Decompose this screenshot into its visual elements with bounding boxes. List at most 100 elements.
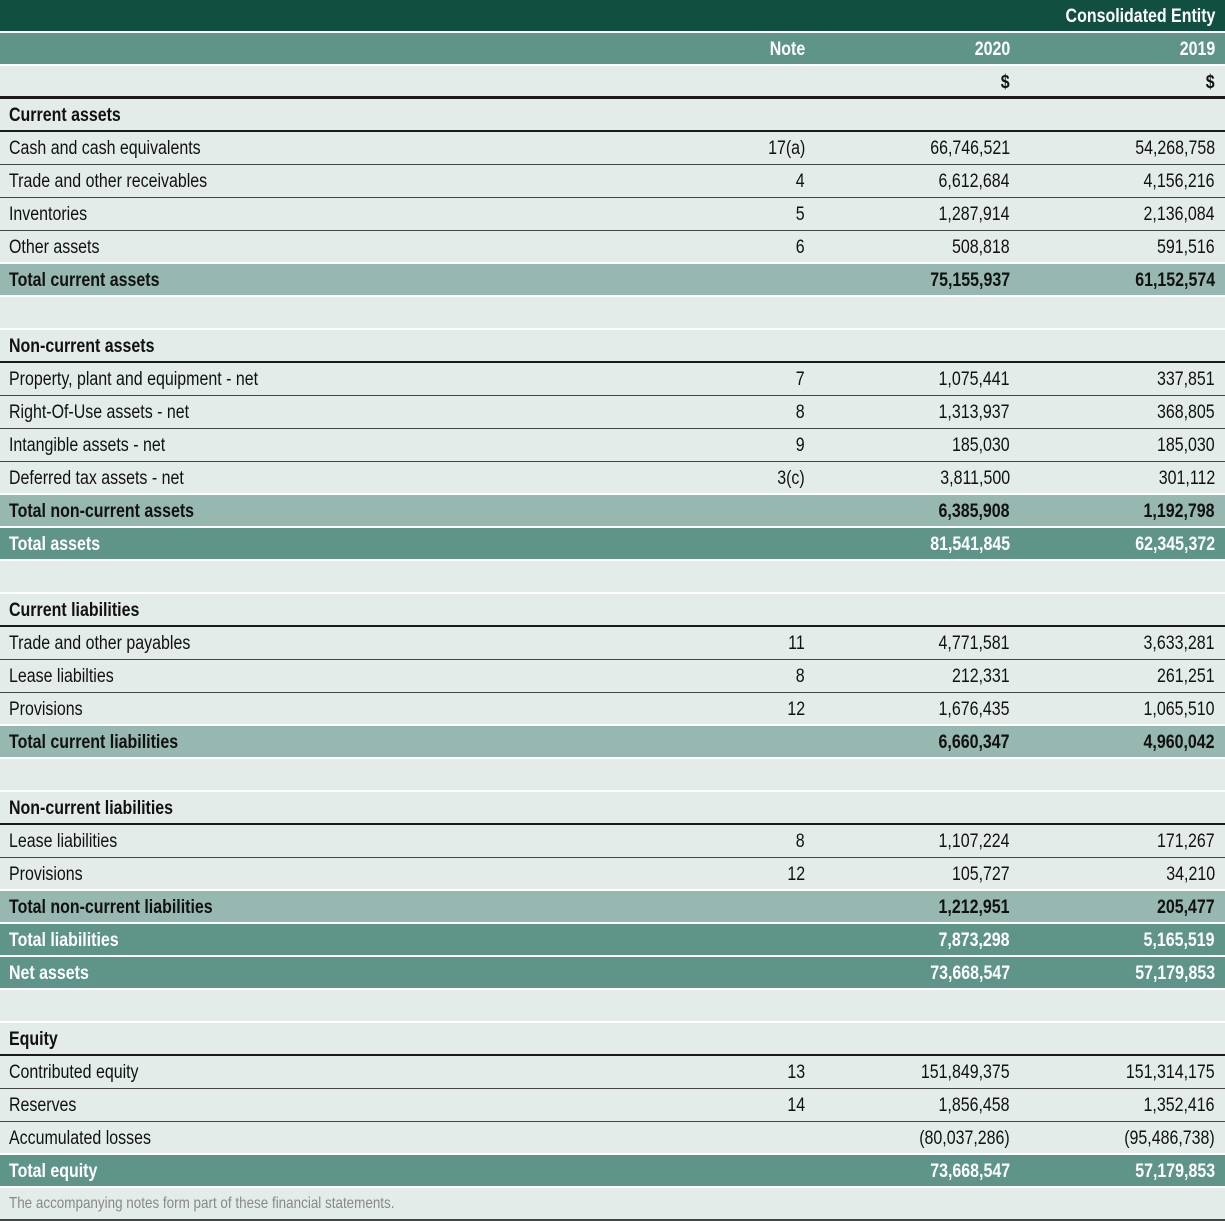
value-2020: 105,727	[952, 864, 1010, 885]
subtotal-row: Total non-current liabilities 1,212,951 20…	[0, 891, 1225, 924]
value-2020: 1,075,441	[938, 369, 1010, 390]
item-row: Lease liabilties 8 212,331 261,251	[0, 660, 1225, 693]
value-2020: 81,541,845	[930, 534, 1010, 555]
section-row: Non-current liabilities	[0, 792, 1225, 825]
value-2019: 368,805	[1157, 402, 1215, 423]
row-note: 17(a)	[767, 138, 805, 159]
item-row: Right-Of-Use assets - net 8 1,313,937 368,8…	[0, 396, 1225, 429]
subtotal-row: Total current assets 75,155,937 61,152,574	[0, 264, 1225, 297]
row-note: 6	[796, 237, 805, 258]
item-row: Intangible assets - net 9 185,030 185,030	[0, 429, 1225, 462]
footnote-row: The accompanying notes form part of thes…	[0, 1188, 1225, 1221]
value-2020: 151,849,375	[921, 1062, 1010, 1083]
value-2020: 75,155,937	[930, 270, 1010, 291]
row-note: 3(c)	[777, 468, 805, 489]
row-label: Deferred tax assets - net	[9, 468, 184, 489]
value-2019: 62,345,372	[1135, 534, 1215, 555]
section-row: Equity	[0, 1023, 1225, 1056]
subtotal-row: Total non-current assets 6,385,908 1,192,7…	[0, 495, 1225, 528]
column-header-row: Note 2020 2019	[0, 33, 1225, 66]
item-row: Reserves 14 1,856,458 1,352,416	[0, 1089, 1225, 1122]
item-row: Provisions 12 1,676,435 1,065,510	[0, 693, 1225, 726]
value-2019: 591,516	[1157, 237, 1215, 258]
value-2020: 6,385,908	[938, 501, 1010, 522]
value-2019: 57,179,853	[1135, 1161, 1215, 1182]
row-label: Total current liabilities	[9, 732, 179, 753]
value-2019: 4,156,216	[1143, 171, 1215, 192]
value-2020: (80,037,286)	[919, 1128, 1010, 1149]
row-label: Total liabilities	[9, 930, 119, 951]
item-row: Deferred tax assets - net 3(c) 3,811,500 30…	[0, 462, 1225, 495]
value-2019: 3,633,281	[1143, 633, 1215, 654]
total-row: Total assets 81,541,845 62,345,372	[0, 528, 1225, 561]
row-label: Trade and other receivables	[9, 171, 208, 192]
item-row: Cash and cash equivalents 17(a) 66,746,521…	[0, 132, 1225, 165]
row-note: 14	[787, 1095, 805, 1116]
value-2020: 73,668,547	[930, 963, 1010, 984]
value-2019: 2,136,084	[1143, 204, 1215, 225]
value-2019: 171,267	[1157, 831, 1215, 852]
entity-header: Consolidated Entity	[1065, 6, 1215, 27]
total-row: Net assets 73,668,547 57,179,853	[0, 957, 1225, 990]
row-label: Non-current assets	[9, 336, 155, 357]
row-note: 12	[787, 699, 805, 720]
row-label: Provisions	[9, 699, 83, 720]
value-2020: 4,771,581	[938, 633, 1010, 654]
row-label: Non-current liabilities	[9, 798, 174, 819]
value-2019: 5,165,519	[1143, 930, 1215, 951]
value-2019: 1,192,798	[1143, 501, 1215, 522]
value-2020: 185,030	[952, 435, 1010, 456]
row-label: Trade and other payables	[9, 633, 191, 654]
row-label: Intangible assets - net	[9, 435, 166, 456]
table-body: Current assets Cash and cash equivalents 1…	[0, 99, 1225, 1188]
value-2020: 6,612,684	[938, 171, 1010, 192]
value-2020: 6,660,347	[938, 732, 1010, 753]
section-row: Current liabilities	[0, 594, 1225, 627]
section-row: Current assets	[0, 99, 1225, 132]
value-2019: 34,210	[1166, 864, 1215, 885]
row-note: 4	[796, 171, 805, 192]
spacer-row	[0, 759, 1225, 792]
value-2019: 301,112	[1158, 468, 1215, 489]
total-row: Total equity 73,668,547 57,179,853	[0, 1155, 1225, 1188]
value-2020: 1,676,435	[938, 699, 1010, 720]
value-2020: 508,818	[952, 237, 1010, 258]
value-2019: 4,960,042	[1143, 732, 1215, 753]
row-note: 8	[796, 666, 805, 687]
value-2019: 57,179,853	[1135, 963, 1215, 984]
value-2020: 1,287,914	[938, 204, 1010, 225]
item-row: Provisions 12 105,727 34,210	[0, 858, 1225, 891]
row-label: Current assets	[9, 105, 121, 126]
row-note: 5	[796, 204, 805, 225]
value-2019: 205,477	[1157, 897, 1215, 918]
row-label: Total assets	[9, 534, 101, 555]
value-2020: 212,331	[952, 666, 1010, 687]
row-label: Total equity	[9, 1161, 98, 1182]
item-row: Trade and other receivables 4 6,612,684 4,1…	[0, 165, 1225, 198]
item-row: Property, plant and equipment - net 7 1,07…	[0, 363, 1225, 396]
value-2019: 1,352,416	[1143, 1095, 1215, 1116]
year-2019-header: 2019	[1179, 39, 1215, 60]
value-2020: 3,811,500	[940, 468, 1010, 489]
value-2020: 73,668,547	[930, 1161, 1010, 1182]
row-label: Current liabilities	[9, 600, 140, 621]
item-row: Inventories 5 1,287,914 2,136,084	[0, 198, 1225, 231]
value-2019: 261,251	[1157, 666, 1215, 687]
unit-2020: $	[1001, 72, 1010, 93]
row-label: Total current assets	[9, 270, 160, 291]
value-2019: 1,065,510	[1143, 699, 1215, 720]
item-row: Other assets 6 508,818 591,516	[0, 231, 1225, 264]
entity-header-row: Consolidated Entity	[0, 0, 1225, 33]
row-note: 11	[788, 633, 805, 654]
total-row: Total liabilities 7,873,298 5,165,519	[0, 924, 1225, 957]
row-label: Cash and cash equivalents	[9, 138, 201, 159]
unit-2019: $	[1206, 72, 1215, 93]
row-label: Provisions	[9, 864, 83, 885]
spacer-row	[0, 297, 1225, 330]
row-label: Lease liabilties	[9, 666, 114, 687]
row-label: Total non-current assets	[9, 501, 195, 522]
value-2020: 66,746,521	[930, 138, 1010, 159]
row-label: Net assets	[9, 963, 89, 984]
item-row: Accumulated losses (80,037,286) (95,486,73…	[0, 1122, 1225, 1155]
